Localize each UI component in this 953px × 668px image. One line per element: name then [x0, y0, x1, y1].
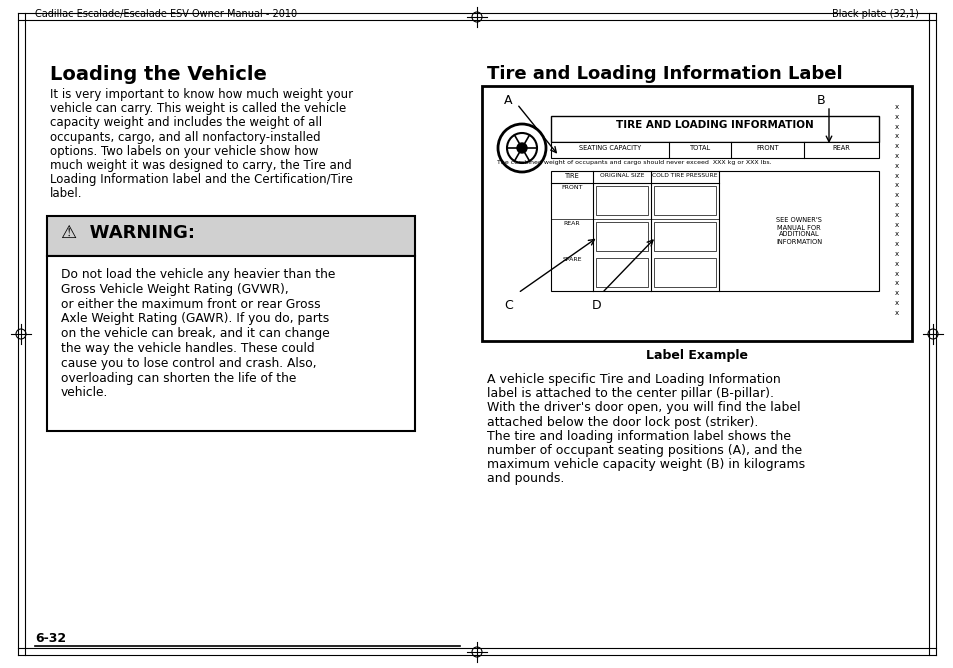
Bar — [654, 186, 716, 215]
Bar — [596, 222, 647, 251]
Text: x: x — [894, 281, 898, 287]
Text: Axle Weight Rating (GAWR). If you do, parts: Axle Weight Rating (GAWR). If you do, pa… — [61, 313, 329, 325]
Text: and pounds.: and pounds. — [486, 472, 564, 486]
Text: Loading the Vehicle: Loading the Vehicle — [50, 65, 267, 84]
Text: x: x — [894, 231, 898, 237]
Text: x: x — [894, 143, 898, 149]
Text: attached below the door lock post (striker).: attached below the door lock post (strik… — [486, 415, 758, 429]
Bar — [551, 171, 878, 291]
Text: It is very important to know how much weight your: It is very important to know how much we… — [50, 88, 353, 101]
Bar — [551, 142, 878, 158]
Text: Black plate (32,1): Black plate (32,1) — [831, 9, 918, 19]
Text: maximum vehicle capacity weight (B) in kilograms: maximum vehicle capacity weight (B) in k… — [486, 458, 804, 471]
Bar — [654, 258, 716, 287]
Text: occupants, cargo, and all nonfactory-installed: occupants, cargo, and all nonfactory-ins… — [50, 131, 320, 144]
Text: x: x — [894, 261, 898, 267]
Bar — [481, 86, 911, 341]
Text: overloading can shorten the life of the: overloading can shorten the life of the — [61, 371, 296, 385]
Text: Tire and Loading Information Label: Tire and Loading Information Label — [486, 65, 841, 83]
Text: x: x — [894, 310, 898, 316]
Text: x: x — [894, 290, 898, 296]
Text: A: A — [503, 94, 512, 107]
Text: TIRE AND LOADING INFORMATION: TIRE AND LOADING INFORMATION — [616, 120, 813, 130]
Text: vehicle.: vehicle. — [61, 386, 109, 399]
Text: x: x — [894, 271, 898, 277]
Text: The combined weight of occupants and cargo should never exceed  XXX kg or XXX lb: The combined weight of occupants and car… — [497, 160, 771, 165]
Text: A vehicle specific Tire and Loading Information: A vehicle specific Tire and Loading Info… — [486, 373, 780, 386]
Text: x: x — [894, 153, 898, 159]
Text: Gross Vehicle Weight Rating (GVWR),: Gross Vehicle Weight Rating (GVWR), — [61, 283, 289, 296]
Text: x: x — [894, 212, 898, 218]
Bar — [654, 222, 716, 251]
Text: Loading Information label and the Certification/Tire: Loading Information label and the Certif… — [50, 173, 353, 186]
Text: options. Two labels on your vehicle show how: options. Two labels on your vehicle show… — [50, 145, 318, 158]
Text: label is attached to the center pillar (B-pillar).: label is attached to the center pillar (… — [486, 387, 773, 400]
Text: x: x — [894, 192, 898, 198]
Bar — [47, 256, 415, 431]
Text: ORIGINAL SIZE: ORIGINAL SIZE — [599, 173, 643, 178]
Text: x: x — [894, 124, 898, 130]
Text: B: B — [816, 94, 824, 107]
Text: With the driver's door open, you will find the label: With the driver's door open, you will fi… — [486, 401, 800, 414]
Text: x: x — [894, 241, 898, 247]
Text: C: C — [503, 299, 512, 312]
Text: SEATING CAPACITY: SEATING CAPACITY — [578, 145, 640, 151]
Text: or either the maximum front or rear Gross: or either the maximum front or rear Gros… — [61, 298, 320, 311]
Text: Cadillac Escalade/Escalade ESV Owner Manual - 2010: Cadillac Escalade/Escalade ESV Owner Man… — [35, 9, 296, 19]
Text: FRONT: FRONT — [756, 145, 778, 151]
Text: number of occupant seating positions (A), and the: number of occupant seating positions (A)… — [486, 444, 801, 457]
Text: COLD TIRE PRESSURE: COLD TIRE PRESSURE — [652, 173, 717, 178]
Text: x: x — [894, 182, 898, 188]
Text: x: x — [894, 114, 898, 120]
Text: D: D — [592, 299, 601, 312]
Text: SEE OWNER'S
MANUAL FOR
ADDITIONAL
INFORMATION: SEE OWNER'S MANUAL FOR ADDITIONAL INFORM… — [775, 218, 821, 244]
Bar — [47, 216, 415, 256]
Text: x: x — [894, 134, 898, 140]
Circle shape — [517, 143, 526, 153]
Text: cause you to lose control and crash. Also,: cause you to lose control and crash. Als… — [61, 357, 316, 370]
Text: x: x — [894, 251, 898, 257]
Text: REAR: REAR — [831, 145, 849, 151]
Bar — [596, 186, 647, 215]
Text: 6-32: 6-32 — [35, 632, 66, 645]
Bar — [596, 258, 647, 287]
Text: Do not load the vehicle any heavier than the: Do not load the vehicle any heavier than… — [61, 268, 335, 281]
Text: x: x — [894, 172, 898, 178]
Text: REAR: REAR — [563, 221, 579, 226]
Text: the way the vehicle handles. These could: the way the vehicle handles. These could — [61, 342, 314, 355]
Text: x: x — [894, 222, 898, 228]
Text: TIRE: TIRE — [564, 173, 578, 179]
Text: x: x — [894, 202, 898, 208]
Text: ⚠  WARNING:: ⚠ WARNING: — [61, 224, 194, 242]
Text: x: x — [894, 163, 898, 169]
Text: on the vehicle can break, and it can change: on the vehicle can break, and it can cha… — [61, 327, 330, 340]
Text: Label Example: Label Example — [645, 349, 747, 362]
Text: FRONT: FRONT — [560, 185, 582, 190]
Text: The tire and loading information label shows the: The tire and loading information label s… — [486, 430, 790, 443]
Text: capacity weight and includes the weight of all: capacity weight and includes the weight … — [50, 116, 322, 130]
Text: much weight it was designed to carry, the Tire and: much weight it was designed to carry, th… — [50, 159, 352, 172]
Text: SPARE: SPARE — [561, 257, 581, 262]
Text: label.: label. — [50, 188, 82, 200]
Bar — [551, 116, 878, 142]
Text: vehicle can carry. This weight is called the vehicle: vehicle can carry. This weight is called… — [50, 102, 346, 115]
Text: x: x — [894, 300, 898, 306]
Text: x: x — [894, 104, 898, 110]
Text: TOTAL: TOTAL — [689, 145, 710, 151]
